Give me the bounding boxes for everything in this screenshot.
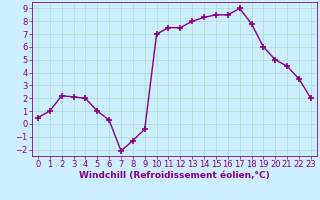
X-axis label: Windchill (Refroidissement éolien,°C): Windchill (Refroidissement éolien,°C) (79, 171, 270, 180)
